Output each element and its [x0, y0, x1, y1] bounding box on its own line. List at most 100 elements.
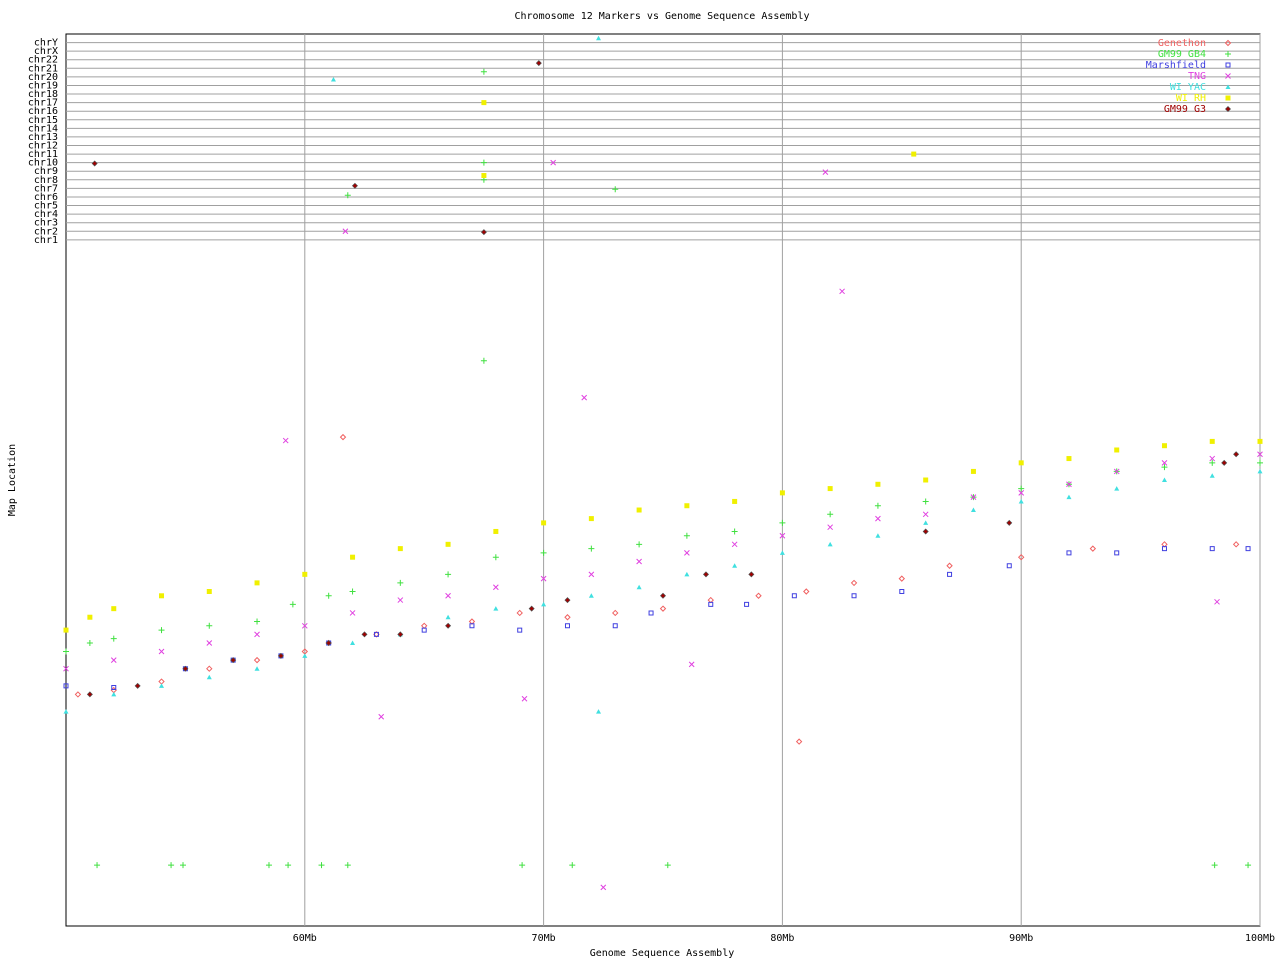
data-point [158, 648, 165, 655]
data-point [206, 622, 213, 629]
data-point [636, 507, 642, 513]
legend-label: Genethon [1158, 38, 1206, 49]
data-point [289, 601, 296, 608]
data-point [875, 533, 881, 538]
data-point [111, 606, 117, 612]
data-point [1257, 451, 1263, 458]
data-point [755, 592, 762, 599]
data-point [74, 691, 82, 698]
data-point [397, 579, 404, 586]
data-point [581, 394, 588, 401]
data-point [349, 610, 356, 616]
data-point [480, 357, 487, 364]
data-point [922, 528, 929, 535]
data-point [480, 68, 487, 75]
data-point [946, 562, 953, 569]
data-point [1114, 550, 1120, 556]
data-point [1114, 486, 1120, 491]
data-point [1221, 459, 1228, 466]
data-point [63, 709, 69, 714]
y-tick-label: chr13 [28, 132, 58, 143]
data-point [839, 288, 845, 295]
y-tick-label: chr10 [28, 158, 58, 169]
data-point [91, 160, 98, 167]
y-tick-label: chr17 [28, 98, 58, 109]
data-point [779, 532, 786, 539]
data-point [445, 541, 451, 547]
data-point [373, 631, 379, 637]
data-point [911, 151, 917, 157]
data-point [1161, 541, 1168, 548]
data-point [94, 862, 101, 869]
y-tick-label: chr12 [28, 141, 58, 152]
y-tick-label: chrX [34, 46, 58, 57]
data-point [480, 229, 487, 236]
data-point [636, 541, 643, 548]
data-point [481, 173, 487, 179]
data-point [519, 862, 526, 869]
data-point [564, 623, 570, 629]
x-tick-label: 60Mb [293, 933, 317, 944]
data-point [63, 648, 69, 655]
data-point [535, 60, 542, 67]
legend-label: GM99 G3 [1164, 104, 1206, 115]
data-point [445, 592, 451, 599]
data-point [1018, 460, 1024, 466]
data-point [481, 100, 487, 106]
data-point [947, 571, 953, 577]
data-point [1066, 550, 1072, 556]
data-point [569, 862, 576, 869]
data-point [1257, 438, 1263, 444]
data-point [285, 862, 292, 869]
data-point [1017, 553, 1025, 561]
data-point [827, 486, 833, 492]
data-point [731, 541, 738, 548]
data-point [1214, 598, 1220, 605]
y-tick-label: chr2 [34, 226, 58, 237]
data-point [134, 682, 141, 689]
data-point [469, 623, 475, 629]
data-point [421, 627, 427, 633]
data-point [206, 640, 213, 646]
x-tick-label: 90Mb [1009, 933, 1033, 944]
data-point [612, 609, 619, 617]
chart-title: Chromosome 12 Markers vs Genome Sequence… [514, 11, 809, 22]
data-point [445, 571, 452, 578]
x-tick-label: 100Mb [1245, 933, 1275, 944]
data-point [254, 580, 260, 586]
legend-marker [1225, 62, 1231, 68]
data-point [1257, 468, 1263, 474]
data-point [493, 606, 499, 611]
data-point [1006, 519, 1013, 526]
data-point [596, 35, 602, 41]
data-point [1161, 459, 1168, 466]
y-tick-label: chr15 [28, 115, 58, 126]
data-point [540, 549, 547, 556]
data-point [683, 532, 690, 539]
data-point [596, 709, 602, 714]
data-point [922, 498, 929, 505]
data-point [158, 678, 165, 685]
data-point [791, 593, 797, 599]
data-point [378, 713, 385, 720]
data-point [922, 511, 929, 518]
legend-marker [1225, 73, 1231, 79]
data-point [492, 554, 499, 561]
legend-label: Marshfield [1146, 60, 1206, 71]
data-point [1233, 451, 1240, 458]
data-point [1245, 862, 1252, 869]
data-point [1209, 438, 1215, 444]
y-tick-label: chr3 [34, 218, 58, 229]
data-point [612, 623, 618, 629]
data-point [732, 563, 738, 568]
y-tick-label: chr11 [28, 149, 58, 160]
x-tick-label: 70Mb [532, 933, 556, 944]
data-point [254, 618, 261, 625]
data-point [86, 639, 93, 646]
data-point [282, 437, 289, 444]
data-point [708, 601, 714, 607]
data-point [875, 481, 881, 487]
data-point [521, 695, 528, 702]
data-point [420, 622, 428, 630]
data-point [851, 593, 857, 599]
